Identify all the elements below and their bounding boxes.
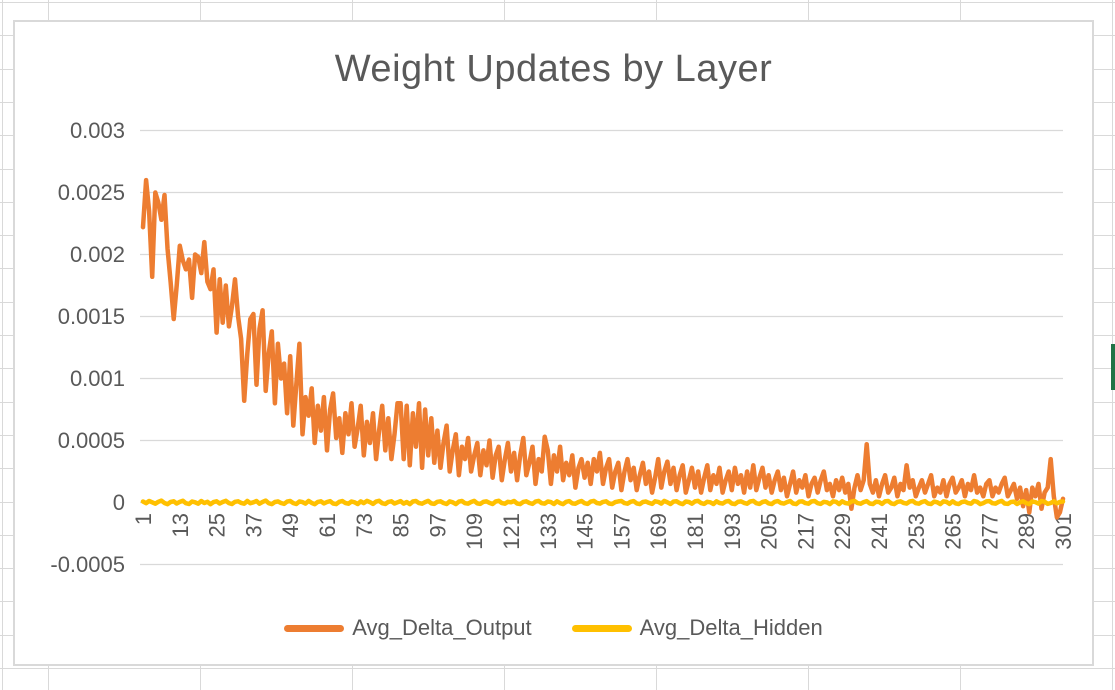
x-tick-label: 145 [573,513,598,550]
chart-legend: Avg_Delta_Output Avg_Delta_Hidden [15,613,1092,643]
y-tick-label: 0.0025 [58,180,125,205]
chart-title: Weight Updates by Layer [334,48,773,90]
x-tick-label: 49 [278,513,303,537]
plot-area: 0.003 0.0025 0.002 0.0015 0.001 0.0005 0 -0.000… [50,118,1076,577]
x-tick-label: 61 [315,513,340,537]
x-tick-label: 265 [941,513,966,550]
x-tick-label: 157 [609,513,634,550]
chart-frame[interactable]: Weight Updates by Layer 0.003 0.0025 0.002… [13,20,1094,666]
y-tick-label: 0.001 [70,366,125,391]
sheet-column-gridline [2,0,3,690]
y-tick-label: -0.0005 [50,552,125,577]
legend-label-hidden: Avg_Delta_Hidden [639,615,823,640]
x-tick-label: 97 [425,513,450,537]
sheet-row-gridline [0,2,1115,3]
x-tick-label: 73 [352,513,377,537]
x-tick-label: 289 [1014,513,1039,550]
series-line-avg_delta_output[interactable] [140,177,1066,520]
legend-label-output: Avg_Delta_Output [352,615,532,640]
legend-item-avg-delta-hidden[interactable]: Avg_Delta_Hidden [571,615,823,641]
x-tick-label: 217 [793,513,818,550]
y-tick-label: 0.0005 [58,428,125,453]
x-tick-label: 121 [499,513,524,550]
x-tick-label: 229 [830,513,855,550]
legend-item-avg-delta-output[interactable]: Avg_Delta_Output [284,615,532,641]
x-tick-label: 241 [867,513,892,550]
series-line-avg_delta_hidden[interactable] [140,498,1066,507]
selected-cell-border[interactable] [1111,344,1115,390]
y-tick-label: 0.002 [70,242,125,267]
x-tick-label: 85 [389,513,414,537]
x-tick-label: 205 [757,513,782,550]
x-tick-label: 193 [720,513,745,550]
sheet-row-gridline [0,668,1115,669]
x-tick-label: 1 [131,513,156,525]
legend-swatch-hidden [571,624,632,632]
x-tick-label: 37 [241,513,266,537]
x-tick-label: 13 [168,513,193,537]
x-tick-label: 181 [683,513,708,550]
x-tick-label: 25 [205,513,230,537]
x-tick-label: 169 [646,513,671,550]
x-tick-label: 133 [536,513,561,550]
x-tick-label: 301 [1051,513,1076,550]
x-tick-label: 109 [462,513,487,550]
x-tick-label: 277 [977,513,1002,550]
x-tick-label: 253 [904,513,929,550]
y-tick-label: 0 [113,490,125,515]
y-tick-label: 0.003 [70,118,125,143]
y-tick-label: 0.0015 [58,304,125,329]
legend-swatch-output [284,624,345,632]
